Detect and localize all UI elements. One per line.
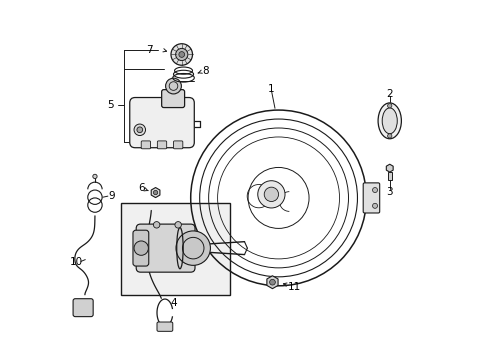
- Circle shape: [134, 241, 148, 255]
- Circle shape: [264, 187, 278, 202]
- Circle shape: [153, 190, 158, 195]
- Text: 2: 2: [386, 89, 392, 99]
- Circle shape: [372, 203, 377, 208]
- FancyBboxPatch shape: [157, 322, 172, 331]
- FancyBboxPatch shape: [162, 90, 184, 108]
- Circle shape: [137, 127, 142, 133]
- Text: 1: 1: [267, 84, 274, 94]
- Polygon shape: [266, 276, 278, 289]
- Text: 11: 11: [287, 282, 300, 292]
- FancyBboxPatch shape: [173, 141, 183, 149]
- FancyBboxPatch shape: [136, 224, 195, 272]
- Text: 4: 4: [170, 298, 176, 308]
- Circle shape: [179, 51, 184, 57]
- Bar: [387, 172, 391, 180]
- Circle shape: [372, 188, 377, 193]
- Bar: [121, 203, 230, 295]
- FancyBboxPatch shape: [129, 98, 194, 148]
- Circle shape: [387, 104, 391, 108]
- Circle shape: [171, 44, 192, 65]
- Text: 8: 8: [202, 66, 209, 76]
- FancyBboxPatch shape: [141, 141, 150, 149]
- FancyBboxPatch shape: [363, 183, 379, 213]
- Polygon shape: [386, 164, 392, 172]
- Ellipse shape: [377, 103, 401, 139]
- Text: 7: 7: [146, 45, 152, 55]
- Text: 6: 6: [138, 183, 144, 193]
- Circle shape: [269, 279, 275, 285]
- FancyBboxPatch shape: [133, 230, 148, 266]
- Circle shape: [387, 134, 391, 138]
- Text: 10: 10: [69, 257, 82, 267]
- FancyBboxPatch shape: [157, 141, 166, 149]
- Text: 3: 3: [386, 187, 392, 197]
- Circle shape: [153, 222, 160, 228]
- Circle shape: [165, 78, 181, 94]
- Text: 9: 9: [109, 191, 115, 201]
- Circle shape: [257, 181, 285, 208]
- FancyBboxPatch shape: [73, 299, 93, 317]
- Circle shape: [176, 231, 210, 265]
- Circle shape: [175, 222, 181, 228]
- Ellipse shape: [382, 108, 396, 134]
- Polygon shape: [151, 188, 160, 198]
- Text: 5: 5: [106, 100, 113, 111]
- Circle shape: [93, 174, 97, 179]
- Circle shape: [175, 48, 187, 60]
- Circle shape: [134, 124, 145, 135]
